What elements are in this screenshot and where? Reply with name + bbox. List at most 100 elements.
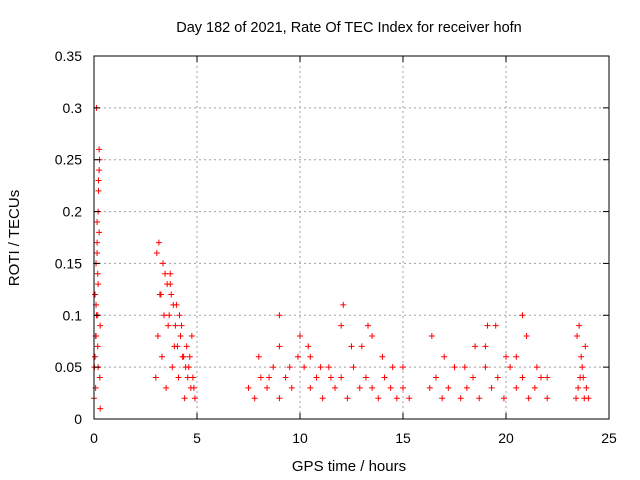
- data-point: [582, 343, 589, 350]
- data-point: [507, 364, 514, 371]
- data-point: [154, 333, 161, 340]
- y-tick-label: 0.15: [55, 255, 82, 271]
- data-point: [503, 353, 509, 360]
- data-point: [525, 395, 532, 402]
- x-tick-label: 0: [90, 430, 98, 446]
- data-point: [445, 384, 452, 391]
- data-point: [162, 270, 169, 277]
- data-point: [375, 395, 382, 402]
- data-point: [544, 374, 551, 381]
- data-point: [387, 384, 394, 391]
- data-point: [381, 374, 388, 381]
- data-point: [482, 364, 489, 371]
- data-point: [255, 353, 262, 360]
- data-point: [319, 395, 326, 402]
- plot-frame: [93, 55, 610, 420]
- data-point: [356, 384, 363, 391]
- data-point: [400, 384, 406, 391]
- x-tick-labels: 0 5 10 15 20 25: [90, 430, 617, 446]
- data-point: [470, 374, 477, 381]
- data-point: [344, 395, 351, 402]
- data-point: [170, 301, 177, 308]
- data-point: [573, 395, 580, 402]
- data-point: [350, 364, 357, 371]
- data-point: [165, 322, 172, 329]
- data-point: [96, 374, 103, 381]
- data-point: [358, 343, 365, 350]
- data-point: [190, 384, 197, 391]
- data-point: [494, 374, 501, 381]
- data-point: [441, 353, 448, 360]
- data-point: [152, 374, 159, 381]
- data-point: [451, 364, 458, 371]
- data-point: [97, 322, 104, 329]
- data-point: [369, 384, 376, 391]
- y-axis-label: ROTI / TECUs: [6, 190, 23, 286]
- data-point: [348, 343, 355, 350]
- data-point: [186, 353, 193, 360]
- data-point: [307, 353, 314, 360]
- data-point: [463, 384, 470, 391]
- data-point: [406, 395, 413, 402]
- data-point: [364, 322, 371, 329]
- data-point: [332, 384, 339, 391]
- data-point: [574, 333, 581, 340]
- y-tick-labels: 0 0.05 0.1 0.15 0.2 0.25 0.3 0.35: [55, 48, 82, 427]
- data-point: [389, 364, 396, 371]
- data-point: [182, 364, 189, 371]
- data-point: [461, 364, 468, 371]
- data-point: [96, 146, 103, 153]
- data-point: [184, 374, 191, 381]
- y-tick-label: 0.25: [55, 152, 82, 168]
- data-point: [369, 333, 376, 340]
- data-point: [163, 384, 170, 391]
- data-point: [270, 364, 277, 371]
- y-tick-label: 0.1: [63, 307, 83, 323]
- y-tick-label: 0.2: [63, 204, 83, 220]
- data-point: [155, 239, 162, 246]
- data-point: [94, 218, 101, 225]
- data-point: [257, 374, 264, 381]
- data-point: [251, 395, 258, 402]
- data-point: [297, 333, 303, 340]
- y-tick-label: 0.3: [63, 100, 83, 116]
- data-points: [91, 104, 592, 412]
- data-point: [313, 374, 320, 381]
- data-point: [538, 374, 545, 381]
- data-point: [188, 333, 195, 340]
- data-point: [177, 333, 184, 340]
- data-point: [95, 281, 102, 288]
- data-point: [513, 384, 520, 391]
- data-point: [95, 187, 102, 194]
- data-point: [276, 395, 283, 402]
- data-point: [157, 291, 164, 298]
- data-point: [97, 405, 104, 412]
- data-point: [266, 374, 273, 381]
- data-point: [379, 353, 386, 360]
- data-point: [500, 395, 507, 402]
- data-point: [294, 353, 301, 360]
- data-point: [317, 364, 324, 371]
- data-point: [325, 364, 332, 371]
- data-point: [183, 343, 190, 350]
- data-point: [172, 322, 179, 329]
- x-axis-label: GPS time / hours: [292, 458, 406, 475]
- data-point: [175, 374, 182, 381]
- data-point: [160, 260, 167, 267]
- data-point: [161, 312, 168, 319]
- data-point: [286, 364, 293, 371]
- data-point: [393, 395, 400, 402]
- data-point: [362, 374, 369, 381]
- data-point: [432, 374, 439, 381]
- data-point: [168, 291, 175, 298]
- x-tick-label: 20: [498, 430, 514, 446]
- data-point: [523, 333, 530, 340]
- data-point: [245, 384, 252, 391]
- data-point: [178, 322, 185, 329]
- data-point: [428, 333, 435, 340]
- data-point: [519, 312, 526, 319]
- chart-title: Day 182 of 2021, Rate Of TEC Index for r…: [176, 20, 522, 36]
- data-point: [338, 322, 345, 329]
- data-point: [575, 384, 582, 391]
- data-point: [169, 364, 176, 371]
